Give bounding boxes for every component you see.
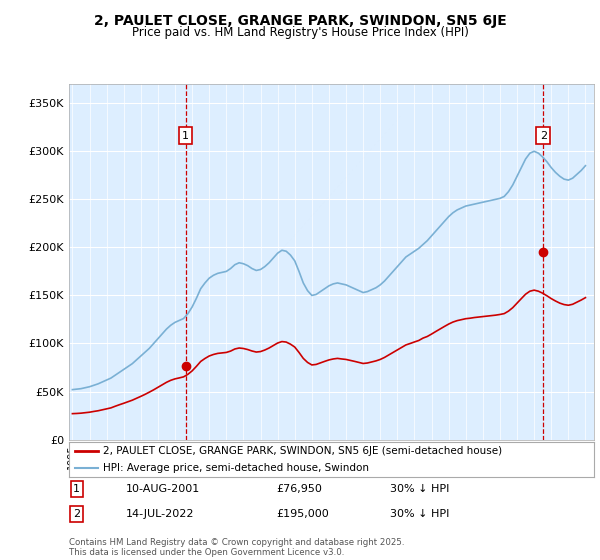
Text: HPI: Average price, semi-detached house, Swindon: HPI: Average price, semi-detached house,… <box>103 464 369 473</box>
Text: £195,000: £195,000 <box>276 509 329 519</box>
Text: 30% ↓ HPI: 30% ↓ HPI <box>390 484 449 494</box>
Text: 2: 2 <box>73 509 80 519</box>
Text: Contains HM Land Registry data © Crown copyright and database right 2025.
This d: Contains HM Land Registry data © Crown c… <box>69 538 404 557</box>
Text: 2: 2 <box>540 130 547 141</box>
Text: 30% ↓ HPI: 30% ↓ HPI <box>390 509 449 519</box>
Text: 2, PAULET CLOSE, GRANGE PARK, SWINDON, SN5 6JE (semi-detached house): 2, PAULET CLOSE, GRANGE PARK, SWINDON, S… <box>103 446 502 456</box>
Text: 14-JUL-2022: 14-JUL-2022 <box>126 509 194 519</box>
Text: £76,950: £76,950 <box>276 484 322 494</box>
Text: 1: 1 <box>182 130 189 141</box>
Text: 2, PAULET CLOSE, GRANGE PARK, SWINDON, SN5 6JE: 2, PAULET CLOSE, GRANGE PARK, SWINDON, S… <box>94 14 506 28</box>
Text: Price paid vs. HM Land Registry's House Price Index (HPI): Price paid vs. HM Land Registry's House … <box>131 26 469 39</box>
Text: 1: 1 <box>73 484 80 494</box>
Text: 10-AUG-2001: 10-AUG-2001 <box>126 484 200 494</box>
